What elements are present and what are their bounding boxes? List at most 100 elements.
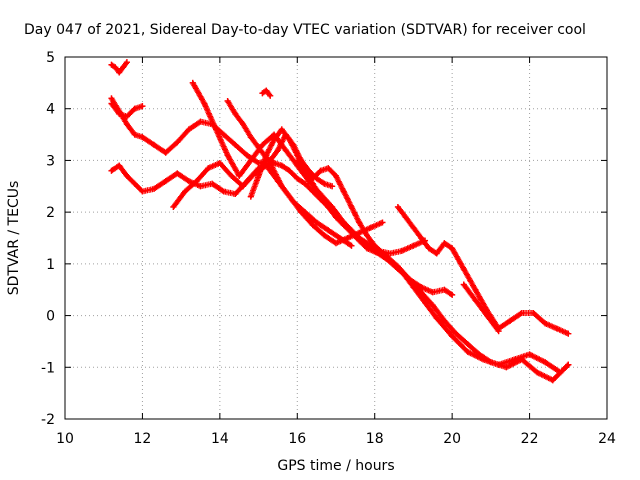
data-point: [216, 160, 223, 167]
x-tick-label: 24: [598, 431, 616, 447]
data-point: [116, 110, 123, 117]
chart-title: Day 047 of 2021, Sidereal Day-to-day VTE…: [24, 22, 586, 38]
data-point: [162, 149, 169, 156]
data-point: [151, 185, 158, 192]
data-point: [247, 157, 254, 164]
data-point: [278, 126, 285, 133]
data-point: [294, 152, 301, 159]
y-tick-label: -2: [41, 412, 55, 428]
data-point: [116, 69, 123, 76]
data-point: [449, 291, 456, 298]
y-tick-label: 3: [46, 153, 55, 169]
data-point: [309, 222, 316, 229]
series-track-a: [108, 59, 130, 76]
data-point: [460, 281, 467, 288]
data-point: [329, 183, 336, 190]
data-point: [507, 317, 514, 324]
data-point: [367, 224, 374, 231]
data-point: [565, 361, 572, 368]
data-point: [232, 191, 239, 198]
data-point: [371, 242, 378, 249]
data-point: [333, 240, 339, 247]
data-point: [553, 325, 560, 332]
series-track-j: [294, 157, 572, 384]
data-point: [433, 250, 440, 257]
data-point: [425, 245, 432, 252]
y-axis-title: SDTVAR / TECUs: [6, 181, 22, 296]
data-point: [162, 178, 169, 185]
data-point: [255, 172, 262, 179]
data-point: [189, 79, 196, 86]
data-point: [151, 141, 158, 148]
data-point: [247, 134, 254, 141]
data-point: [274, 147, 281, 154]
point-markers: [394, 204, 572, 337]
data-point: [209, 180, 216, 187]
x-tick-labels: 10 12 14 16 18 20 22 24: [56, 431, 616, 447]
data-point: [197, 183, 204, 190]
y-tick-label: 2: [46, 205, 55, 221]
data-point: [174, 170, 181, 177]
series-track-g: [224, 97, 456, 298]
data-point: [302, 180, 309, 187]
data-point: [429, 289, 436, 296]
data-point: [240, 183, 247, 190]
data-point: [518, 309, 525, 316]
x-tick-label: 10: [56, 431, 74, 447]
data-point: [406, 276, 413, 283]
data-point: [464, 341, 471, 348]
data-point: [185, 178, 192, 185]
data-point: [267, 92, 274, 99]
y-tick-labels: -2 -1 0 1 2 3 4 5: [41, 50, 55, 428]
data-point: [476, 351, 483, 358]
data-point: [472, 286, 479, 293]
data-point: [123, 172, 130, 179]
data-point: [549, 377, 556, 384]
data-point: [542, 320, 549, 327]
data-point: [530, 309, 537, 316]
x-tick-label: 20: [443, 431, 461, 447]
data-point: [197, 118, 204, 125]
data-point: [282, 147, 289, 154]
data-point: [205, 165, 212, 172]
data-point: [325, 203, 332, 210]
data-point: [418, 289, 425, 296]
data-point: [518, 356, 525, 363]
x-tick-label: 14: [211, 431, 229, 447]
data-point: [236, 172, 243, 179]
data-point: [356, 219, 363, 226]
data-point: [243, 152, 250, 159]
data-point: [441, 240, 448, 247]
data-point: [348, 203, 355, 210]
data-point: [487, 359, 494, 366]
y-tick-label: 5: [46, 50, 55, 66]
y-tick-label: 4: [46, 102, 55, 118]
data-point: [526, 351, 533, 358]
data-point: [294, 157, 301, 164]
data-point: [410, 242, 417, 249]
data-point: [363, 232, 370, 239]
data-point: [542, 359, 549, 366]
data-point: [224, 152, 231, 159]
data-point: [123, 121, 130, 128]
data-point: [363, 245, 370, 252]
data-point: [464, 348, 471, 355]
data-point: [321, 180, 328, 187]
data-point: [340, 188, 347, 195]
data-point: [271, 136, 278, 143]
data-point: [402, 214, 409, 221]
data-point: [449, 245, 456, 252]
data-point: [185, 126, 192, 133]
y-tick-label: -1: [41, 360, 55, 376]
data-point: [422, 299, 429, 306]
x-tick-label: 18: [366, 431, 384, 447]
data-point: [379, 219, 386, 226]
data-point: [182, 188, 189, 195]
data-point: [193, 178, 200, 185]
data-point: [429, 302, 436, 309]
data-point: [309, 175, 316, 182]
data-point: [263, 152, 270, 159]
axis-ticks: [64, 56, 608, 420]
data-point: [294, 175, 301, 182]
series-track-c: [108, 100, 146, 120]
